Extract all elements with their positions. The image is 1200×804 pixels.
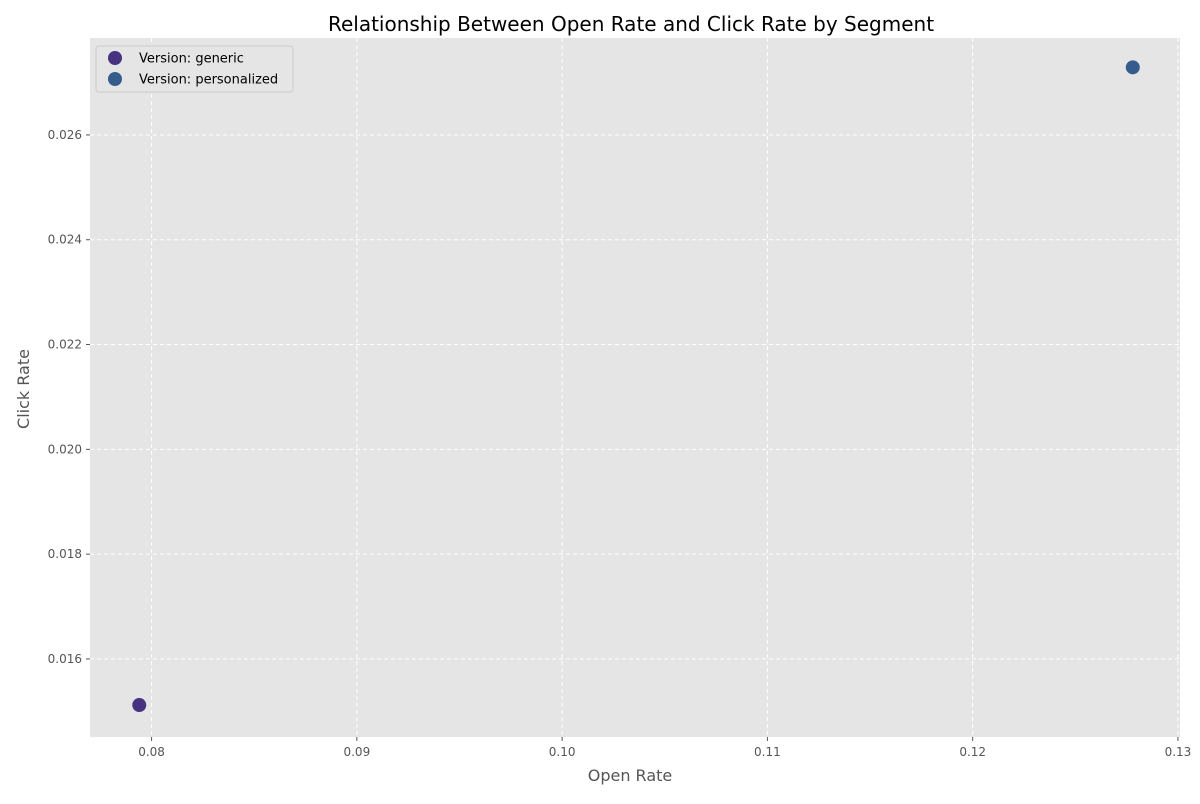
y-axis-label: Click Rate bbox=[14, 349, 33, 429]
y-tick-label: 0.022 bbox=[48, 338, 82, 352]
plot-area bbox=[90, 38, 1180, 737]
y-tick-label: 0.016 bbox=[48, 652, 82, 666]
legend-marker bbox=[108, 72, 122, 86]
y-tick-label: 0.026 bbox=[48, 128, 82, 142]
x-axis-label: Open Rate bbox=[588, 766, 673, 785]
data-point bbox=[132, 698, 147, 713]
x-tick-label: 0.13 bbox=[1165, 745, 1192, 759]
y-tick-label: 0.020 bbox=[48, 442, 82, 456]
y-tick-label: 0.018 bbox=[48, 547, 82, 561]
chart-title: Relationship Between Open Rate and Click… bbox=[328, 12, 934, 36]
x-tick-label: 0.09 bbox=[343, 745, 370, 759]
x-tick-label: 0.10 bbox=[549, 745, 576, 759]
x-tick-label: 0.11 bbox=[754, 745, 781, 759]
x-tick-label: 0.12 bbox=[959, 745, 986, 759]
legend-label: Version: personalized bbox=[139, 73, 278, 88]
legend-label: Version: generic bbox=[139, 52, 244, 67]
grid-lines bbox=[90, 38, 1180, 737]
legend-marker bbox=[108, 51, 122, 65]
axis-ticks: 0.08 0.09 0.10 0.11 0.12 0.13 0.016 0.018 0.020 0… bbox=[48, 128, 1192, 759]
data-points bbox=[132, 60, 1140, 713]
legend: Version: generic Version: personalized bbox=[95, 45, 294, 93]
x-tick-label: 0.08 bbox=[138, 745, 165, 759]
data-point bbox=[1125, 60, 1140, 75]
legend-box bbox=[95, 45, 294, 93]
y-tick-label: 0.024 bbox=[48, 233, 82, 247]
